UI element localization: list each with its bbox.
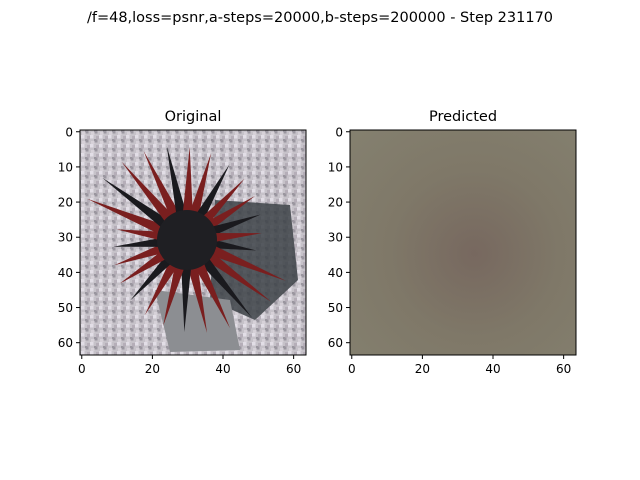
panel-predicted: Predicted 0 20 40 60 0 10 20 30 40 50 60 [328,109,577,376]
original-urchin-center [157,210,217,270]
x-tick-label: 0 [78,362,86,376]
x-tick-label: 20 [415,362,430,376]
x-tick-label: 0 [348,362,356,376]
panel-original-title: Original [165,109,222,125]
original-frame [79,129,307,356]
x-tick-label: 40 [485,362,500,376]
predicted-frame [349,129,577,356]
predicted-image [350,130,576,355]
y-tick-label: 10 [328,160,343,174]
y-tick-label: 10 [58,160,73,174]
original-shadow [210,200,298,320]
x-tick-label: 20 [145,362,160,376]
y-tick-label: 50 [328,301,343,315]
panel-original: Original 0 20 40 60 0 10 20 30 40 50 60 [58,109,307,376]
y-tick-label: 50 [58,301,73,315]
predicted-axes: 0 20 40 60 0 10 20 30 40 50 60 [328,125,572,376]
y-tick-label: 20 [328,196,343,210]
figure-suptitle: /f=48,loss=psnr,a-steps=20000,b-steps=20… [87,10,553,26]
original-axes: 0 20 40 60 0 10 20 30 40 50 60 [58,125,302,376]
panel-predicted-title: Predicted [429,109,497,125]
y-tick-label: 30 [58,231,73,245]
y-tick-label: 0 [335,125,343,139]
x-tick-label: 60 [286,362,301,376]
y-tick-label: 30 [328,231,343,245]
x-tick-label: 60 [556,362,571,376]
original-image [80,130,306,355]
y-tick-label: 60 [58,336,73,350]
y-tick-label: 0 [65,125,73,139]
y-tick-label: 40 [58,266,73,280]
x-tick-label: 40 [215,362,230,376]
y-tick-label: 20 [58,196,73,210]
y-tick-label: 60 [328,336,343,350]
y-tick-label: 40 [328,266,343,280]
